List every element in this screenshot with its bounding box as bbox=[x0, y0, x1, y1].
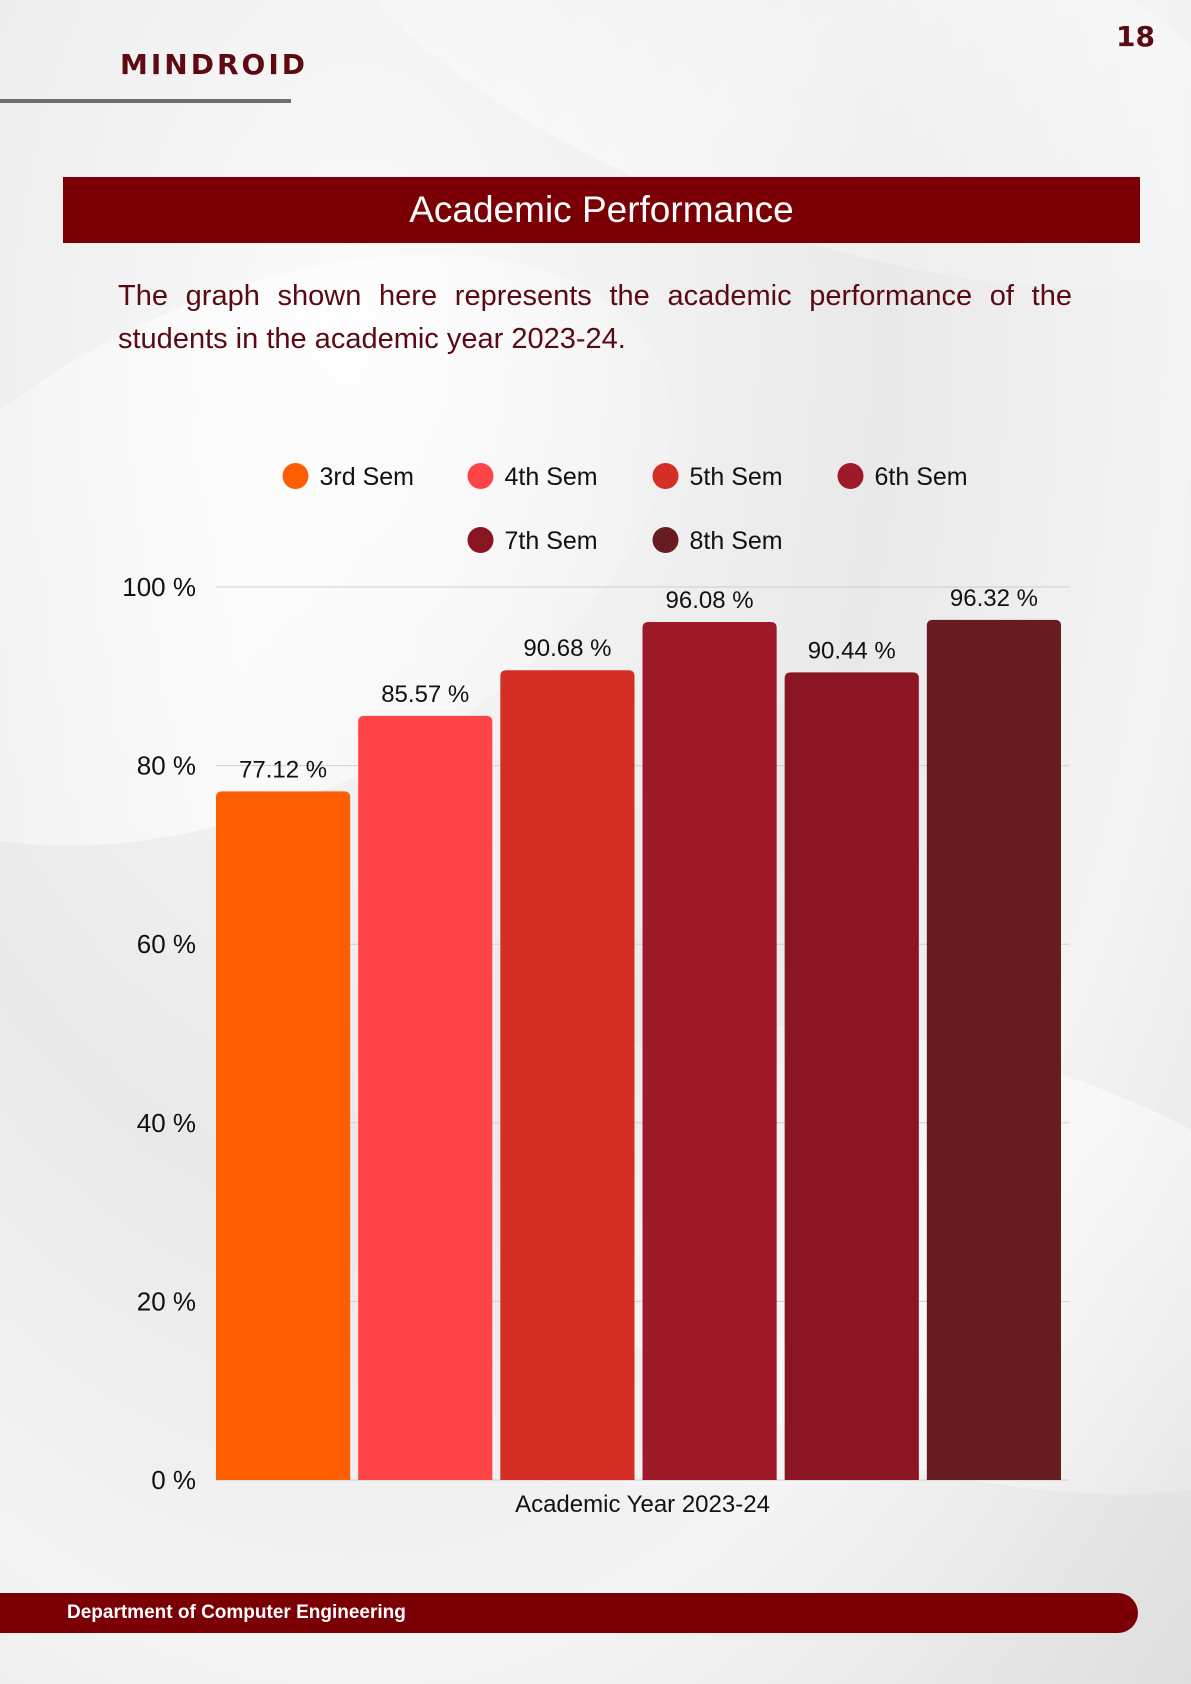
legend-label: 7th Sem bbox=[505, 527, 598, 555]
bar bbox=[358, 715, 493, 1480]
y-tick-label: 0 % bbox=[151, 1465, 196, 1495]
bar-value-label: 85.57 % bbox=[381, 681, 469, 708]
title-banner: Academic Performance bbox=[63, 177, 1140, 243]
bar-value-label: 96.08 % bbox=[666, 587, 754, 614]
bar bbox=[642, 622, 777, 1480]
legend-marker bbox=[282, 463, 309, 489]
bar bbox=[500, 670, 635, 1480]
bar-value-label: 90.44 % bbox=[808, 637, 896, 664]
footer-bar: Department of Computer Engineering bbox=[0, 1593, 1138, 1633]
legend-marker bbox=[837, 463, 864, 489]
bar-value-label: 77.12 % bbox=[239, 756, 327, 783]
y-tick-label: 80 % bbox=[137, 751, 196, 781]
bar bbox=[216, 791, 351, 1480]
y-tick-label: 60 % bbox=[137, 929, 196, 959]
bar bbox=[784, 672, 919, 1480]
intro-text: The graph shown here represents the acad… bbox=[118, 280, 1072, 355]
legend-marker bbox=[652, 463, 679, 489]
legend-marker bbox=[652, 527, 679, 553]
legend-label: 6th Sem bbox=[875, 463, 968, 491]
legend-label: 4th Sem bbox=[505, 463, 598, 491]
bar-value-label: 90.68 % bbox=[523, 635, 611, 662]
y-tick-label: 40 % bbox=[137, 1108, 196, 1138]
legend-label: 8th Sem bbox=[690, 527, 783, 555]
brand-name: MINDROID bbox=[120, 48, 308, 81]
brand-underline bbox=[0, 99, 291, 103]
legend-marker bbox=[467, 463, 494, 489]
page-number: 18 bbox=[1116, 20, 1155, 53]
footer-department: Department of Computer Engineering bbox=[67, 1602, 406, 1623]
y-tick-label: 100 % bbox=[122, 572, 196, 602]
y-tick-label: 20 % bbox=[137, 1286, 196, 1316]
bar bbox=[926, 619, 1061, 1480]
bar-value-label: 96.32 % bbox=[950, 585, 1038, 612]
x-axis-label: Academic Year 2023-24 bbox=[515, 1491, 770, 1518]
legend-marker bbox=[467, 527, 494, 553]
legend-label: 5th Sem bbox=[690, 463, 783, 491]
legend-label: 3rd Sem bbox=[320, 463, 414, 491]
page-title: Academic Performance bbox=[409, 189, 794, 230]
